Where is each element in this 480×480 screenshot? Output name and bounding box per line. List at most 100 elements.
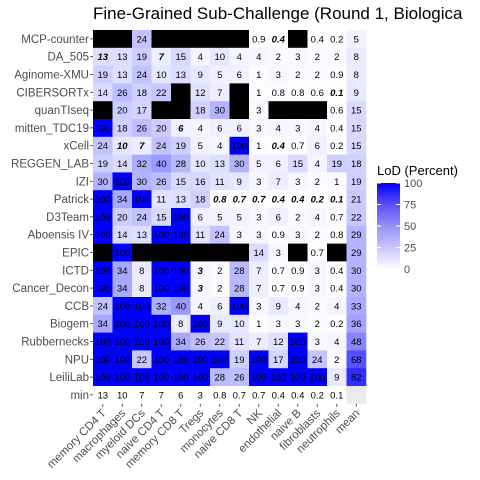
cell-value-label: 15 (156, 212, 167, 223)
cell-value-label: 20 (117, 212, 128, 223)
cell-value-label: 0.1 (330, 88, 343, 99)
heatmap-cell (112, 332, 133, 351)
heatmap-cell (93, 368, 113, 387)
cell-value-label: 7 (159, 390, 164, 401)
cell-value-label: 4 (198, 123, 203, 134)
legend-tick-label: 50 (404, 221, 416, 233)
heatmap-cell (327, 243, 347, 262)
heatmap-cell (151, 47, 172, 66)
cell-value-label: 30 (351, 266, 362, 277)
cell-value-label: 15 (351, 106, 362, 117)
heatmap-cell (112, 30, 133, 49)
cell-value-label: 0.4 (272, 141, 286, 152)
heatmap-cell (93, 101, 113, 120)
heatmap-cell (151, 154, 172, 173)
heatmap-cell (171, 297, 191, 316)
heatmap-cell (132, 83, 152, 102)
cell-value-label: 9 (217, 319, 222, 330)
heatmap-cell (229, 208, 250, 227)
heatmap-cell (112, 136, 133, 155)
cell-value-label: 6 (237, 70, 242, 81)
heatmap-cell (229, 136, 250, 155)
heatmap-cell (93, 65, 113, 84)
heatmap-cell (190, 208, 211, 227)
cell-value-label: 100 (114, 248, 130, 259)
cell-value-label: 0.4 (311, 34, 324, 45)
heatmap-cell (288, 83, 308, 102)
cell-value-label: 12 (195, 88, 206, 99)
cell-value-label: 100 (153, 319, 169, 330)
cell-value-label: 100 (114, 301, 130, 312)
heatmap-cell (307, 136, 328, 155)
heatmap-cell (268, 297, 289, 316)
heatmap-cell (151, 243, 172, 262)
cell-value-label: 100 (290, 355, 306, 366)
cell-value-label: 29 (351, 230, 362, 241)
cell-value-label: 30 (136, 177, 147, 188)
heatmap-cell (346, 190, 367, 209)
heatmap-cell (112, 119, 133, 138)
cell-value-label: 100 (270, 373, 286, 384)
heatmap-cell (132, 208, 152, 227)
heatmap-cell (171, 136, 191, 155)
cell-value-label: 26 (195, 337, 206, 348)
heatmap-cell (229, 47, 250, 66)
cell-value-label: 9 (237, 177, 242, 188)
heatmap-cell (151, 172, 172, 191)
cell-value-label: 100 (251, 355, 267, 366)
cell-value-label: 1 (256, 70, 261, 81)
heatmap-cell (249, 332, 269, 351)
heatmap-cell (171, 350, 191, 369)
heatmap-cell (268, 386, 289, 405)
cell-value-label: 100 (114, 373, 130, 384)
cell-value-label: 14 (117, 159, 128, 170)
row-label: MCP-counter (21, 34, 89, 46)
heatmap-cell (210, 261, 230, 280)
cell-value-label: 3 (276, 70, 281, 81)
heatmap-cell (210, 136, 230, 155)
row-label: LeiliLab (49, 372, 89, 384)
heatmap-cell (171, 83, 191, 102)
cell-value-label: 0.7 (291, 141, 304, 152)
cell-value-label: 100 (134, 373, 150, 384)
heatmap-cell (249, 368, 269, 387)
heatmap-cell (210, 208, 230, 227)
heatmap-cell (151, 297, 172, 316)
cell-value-label: 3 (198, 284, 204, 295)
cell-value-label: 2 (315, 177, 320, 188)
cell-value-label: 2 (217, 266, 222, 277)
cell-value-label: 100 (153, 337, 169, 348)
legend-tick-label: 75 (404, 200, 416, 212)
heatmap-cell (249, 386, 269, 405)
heatmap-cell (346, 279, 367, 298)
heatmap-cell (346, 30, 367, 49)
cell-value-label: 2 (315, 319, 320, 330)
heatmap-cell (327, 261, 347, 280)
cell-value-label: 100 (95, 337, 111, 348)
legend-tick-label: 0 (404, 264, 410, 276)
heatmap-cell (268, 368, 289, 387)
heatmap-cell (346, 225, 367, 244)
cell-value-label: 11 (156, 195, 166, 206)
cell-value-label: 10 (195, 159, 206, 170)
heatmap-cell (210, 279, 230, 298)
cell-value-label: 3 (256, 177, 261, 188)
cell-value-label: 6 (276, 212, 281, 223)
row-label: CIBERSORTx (16, 87, 89, 99)
heatmap-cell (327, 368, 347, 387)
heatmap-cell (327, 279, 347, 298)
cell-value-label: 3 (256, 106, 261, 117)
cell-value-label: 17 (136, 106, 147, 117)
cell-value-label: 24 (312, 355, 323, 366)
cell-value-label: 6 (217, 301, 222, 312)
cell-value-label: 100 (290, 373, 306, 384)
cell-value-label: 9 (334, 373, 339, 384)
row-label: min (70, 390, 89, 402)
heatmap-cell (288, 101, 308, 120)
heatmap-cell (190, 190, 211, 209)
heatmap-cell (307, 386, 328, 405)
cell-value-label: 3 (315, 266, 320, 277)
cell-value-label: 3 (276, 319, 281, 330)
heatmap-cell (307, 208, 328, 227)
cell-value-label: 24 (97, 141, 108, 152)
